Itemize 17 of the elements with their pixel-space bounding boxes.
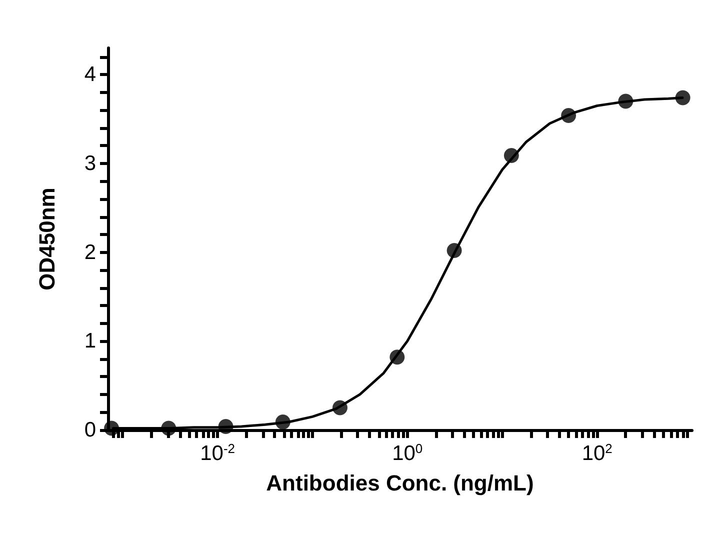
- point: [561, 108, 576, 124]
- point: [675, 90, 690, 106]
- point: [504, 148, 519, 163]
- point: [618, 94, 634, 109]
- point: [446, 243, 462, 258]
- point: [218, 418, 234, 434]
- y-tick-label: 0: [84, 418, 96, 442]
- x-axis-title: Antibodies Conc. (ng/mL): [266, 470, 534, 496]
- y-tick-label: 1: [84, 330, 96, 353]
- point: [332, 400, 348, 416]
- point: [275, 414, 290, 430]
- point: [390, 350, 405, 365]
- y-tick-label: 4: [84, 63, 96, 86]
- y-axis-title: OD450nm: [34, 188, 60, 290]
- y-tick-label: 3: [84, 152, 96, 175]
- point: [161, 420, 176, 436]
- y-tick-label: 2: [84, 240, 96, 264]
